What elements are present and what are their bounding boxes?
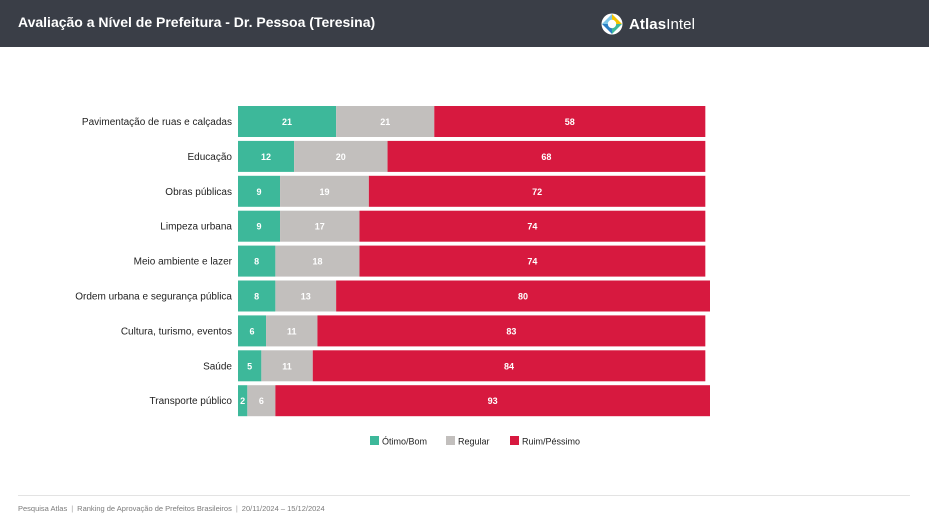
bar-segment (238, 385, 248, 417)
bar-segment (312, 350, 706, 382)
category-label: Transporte público (150, 396, 233, 407)
data-label: 72 (532, 187, 542, 197)
legend-swatch (446, 436, 455, 445)
data-label: 9 (257, 222, 262, 232)
bar-segment (238, 245, 276, 277)
data-label: 74 (527, 222, 537, 232)
category-label: Educação (188, 152, 233, 163)
data-label: 11 (287, 326, 297, 336)
page-title: Avaliação a Nível de Prefeitura - Dr. Pe… (18, 14, 376, 30)
data-label: 80 (518, 292, 528, 302)
data-label: 5 (247, 361, 252, 371)
bar-segment (387, 140, 706, 172)
data-label: 9 (257, 187, 262, 197)
legend-label: Regular (458, 437, 490, 447)
data-label: 11 (282, 361, 292, 371)
bar-segment (336, 106, 435, 137)
category-label: Pavimentação de ruas e calçadas (82, 117, 232, 128)
bar-segment (280, 210, 360, 242)
bar-segment (238, 106, 337, 137)
bar-segment (238, 140, 295, 172)
data-label: 21 (282, 117, 292, 127)
data-label: 8 (254, 257, 259, 267)
bar-segment (247, 385, 276, 417)
atlas-logo-icon (601, 13, 623, 35)
bar-segment (434, 106, 706, 137)
data-label: 74 (527, 257, 537, 267)
legend-label: Ótimo/Bom (382, 437, 427, 447)
data-label: 19 (319, 187, 329, 197)
data-label: 68 (541, 152, 551, 162)
data-label: 21 (380, 117, 390, 127)
category-label: Cultura, turismo, eventos (121, 326, 232, 337)
stacked-bar-chart: Pavimentação de ruas e calçadas 21 21 58Edu… (75, 106, 710, 447)
data-label: 8 (254, 292, 259, 302)
data-label: 6 (250, 326, 255, 336)
footer-study: Ranking de Aprovação de Prefeitos Brasil… (77, 504, 232, 513)
data-label: 2 (240, 396, 245, 406)
footer-divider (18, 495, 910, 496)
data-label: 12 (261, 152, 271, 162)
bar-segment (336, 280, 710, 312)
footer: Pesquisa Atlas | Ranking de Aprovação de P… (18, 504, 325, 513)
data-label: 58 (565, 117, 575, 127)
data-label: 18 (312, 257, 322, 267)
bar-segment (238, 175, 281, 207)
footer-source: Pesquisa Atlas (18, 504, 68, 513)
category-label: Limpeza urbana (160, 222, 232, 233)
bar-segment (317, 315, 706, 347)
bar-segment (359, 245, 706, 277)
footer-period: 20/11/2024 – 15/12/2024 (241, 504, 325, 513)
data-label: 93 (488, 396, 498, 406)
bar-segment (266, 315, 318, 347)
bar-segment (359, 210, 706, 242)
legend-swatch (510, 436, 519, 445)
bar-segment (275, 280, 337, 312)
bar-segment (238, 315, 267, 347)
bar-segment (275, 245, 360, 277)
bar-segment (368, 175, 706, 207)
logo-wordmark: AtlasIntel (629, 15, 696, 33)
atlasintel-logo: AtlasIntel (601, 12, 695, 36)
category-label: Ordem urbana e segurança pública (75, 292, 232, 303)
data-label: 84 (504, 361, 514, 371)
bar-segment (294, 140, 388, 172)
category-label: Meio ambiente e lazer (134, 257, 233, 268)
bar-segment (261, 350, 313, 382)
header-bar: Avaliação a Nível de Prefeitura - Dr. Pe… (0, 0, 929, 47)
category-label: Obras públicas (165, 187, 232, 198)
bar-segment (280, 175, 369, 207)
legend-label: Ruim/Péssimo (522, 437, 580, 447)
data-label: 6 (259, 396, 264, 406)
bar-segment (238, 350, 262, 382)
bar-segment (238, 210, 281, 242)
data-label: 83 (506, 326, 516, 336)
data-label: 20 (336, 152, 346, 162)
bar-segment (238, 280, 276, 312)
bar-segment (275, 385, 710, 417)
legend-swatch (370, 436, 379, 445)
data-label: 13 (301, 292, 311, 302)
category-label: Saúde (203, 361, 232, 372)
data-label: 17 (315, 222, 325, 232)
